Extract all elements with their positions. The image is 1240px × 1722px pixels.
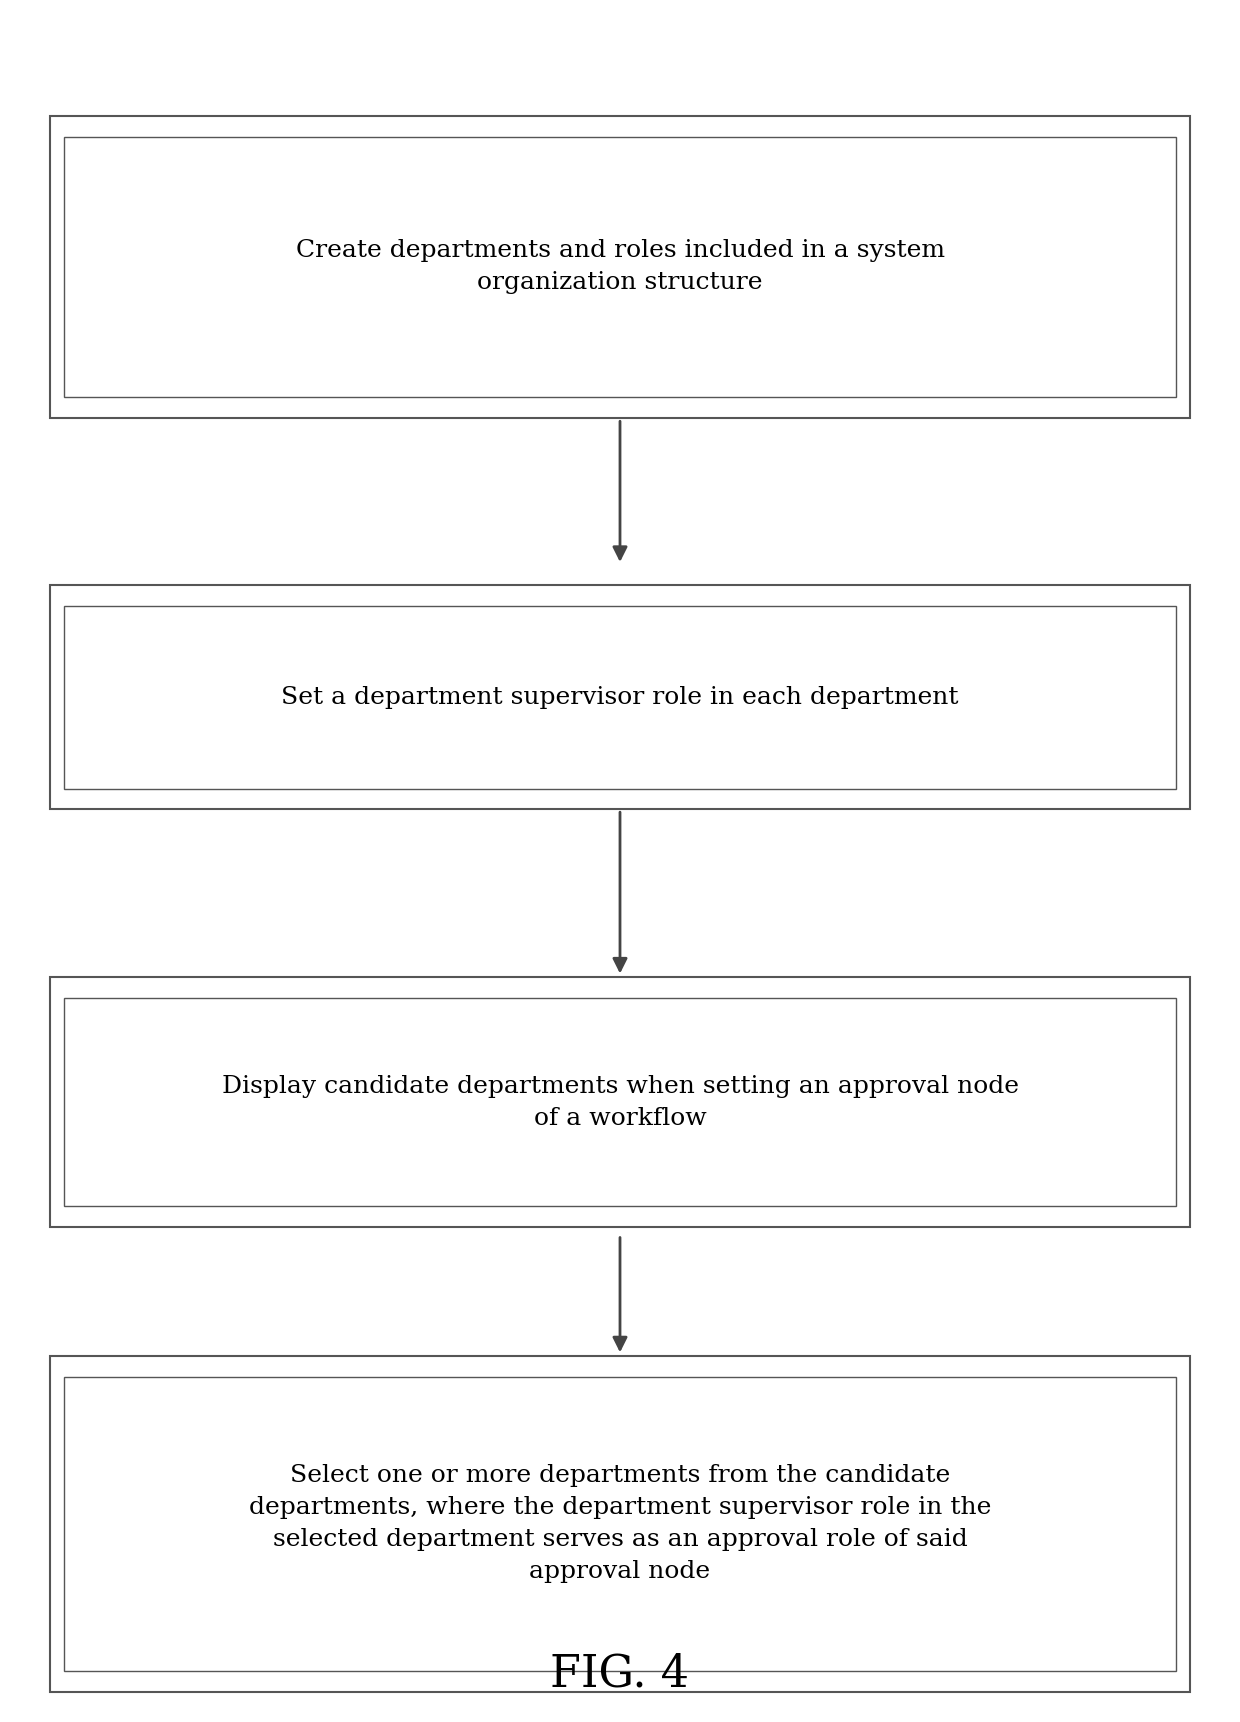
Bar bbox=[64, 136, 1176, 398]
Bar bbox=[50, 585, 1190, 809]
Bar bbox=[50, 117, 1190, 418]
Text: FIG. 4: FIG. 4 bbox=[551, 1651, 689, 1696]
Bar bbox=[64, 606, 1176, 789]
Bar bbox=[50, 978, 1190, 1226]
Bar bbox=[50, 1357, 1190, 1691]
Text: Set a department supervisor role in each department: Set a department supervisor role in each… bbox=[281, 685, 959, 709]
Bar bbox=[64, 1378, 1176, 1670]
Text: Select one or more departments from the candidate
departments, where the departm: Select one or more departments from the … bbox=[249, 1464, 991, 1584]
Text: Display candidate departments when setting an approval node
of a workflow: Display candidate departments when setti… bbox=[222, 1075, 1018, 1130]
Text: Create departments and roles included in a system
organization structure: Create departments and roles included in… bbox=[295, 239, 945, 294]
Bar bbox=[64, 999, 1176, 1205]
